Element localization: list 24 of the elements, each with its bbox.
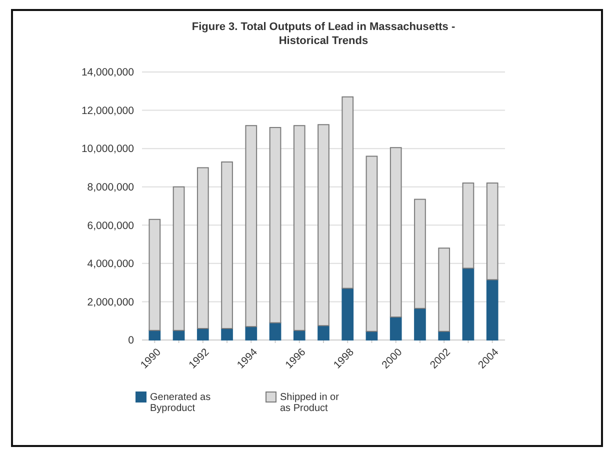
bar xyxy=(269,322,282,340)
bar xyxy=(148,330,161,340)
legend-label: Shipped in or as Product xyxy=(280,392,340,414)
bar xyxy=(318,325,330,340)
bar xyxy=(342,288,354,340)
bar xyxy=(462,268,474,340)
bar xyxy=(390,316,402,340)
bar xyxy=(196,328,209,340)
y-tick-label: 0 xyxy=(128,334,134,347)
y-tick-label: 14,000,000 xyxy=(81,66,134,79)
bar xyxy=(486,279,498,340)
bar xyxy=(438,330,450,340)
bar xyxy=(221,328,233,340)
bar xyxy=(245,326,258,340)
y-tick-label: 12,000,000 xyxy=(81,104,134,117)
y-tick-label: 10,000,000 xyxy=(81,143,134,156)
y-tick-label: 6,000,000 xyxy=(87,220,134,232)
y-tick-label: 4,000,000 xyxy=(87,258,134,270)
bar xyxy=(293,330,306,340)
y-tick-label: 2,000,000 xyxy=(87,296,134,308)
y-tick-label: 8,000,000 xyxy=(87,182,134,194)
bar xyxy=(414,308,426,340)
chart-title: Figure 3. Total Outputs of Lead in Massachusetts - Historical Trends xyxy=(192,21,456,47)
legend-label: Generated as Byproduct xyxy=(150,392,211,414)
